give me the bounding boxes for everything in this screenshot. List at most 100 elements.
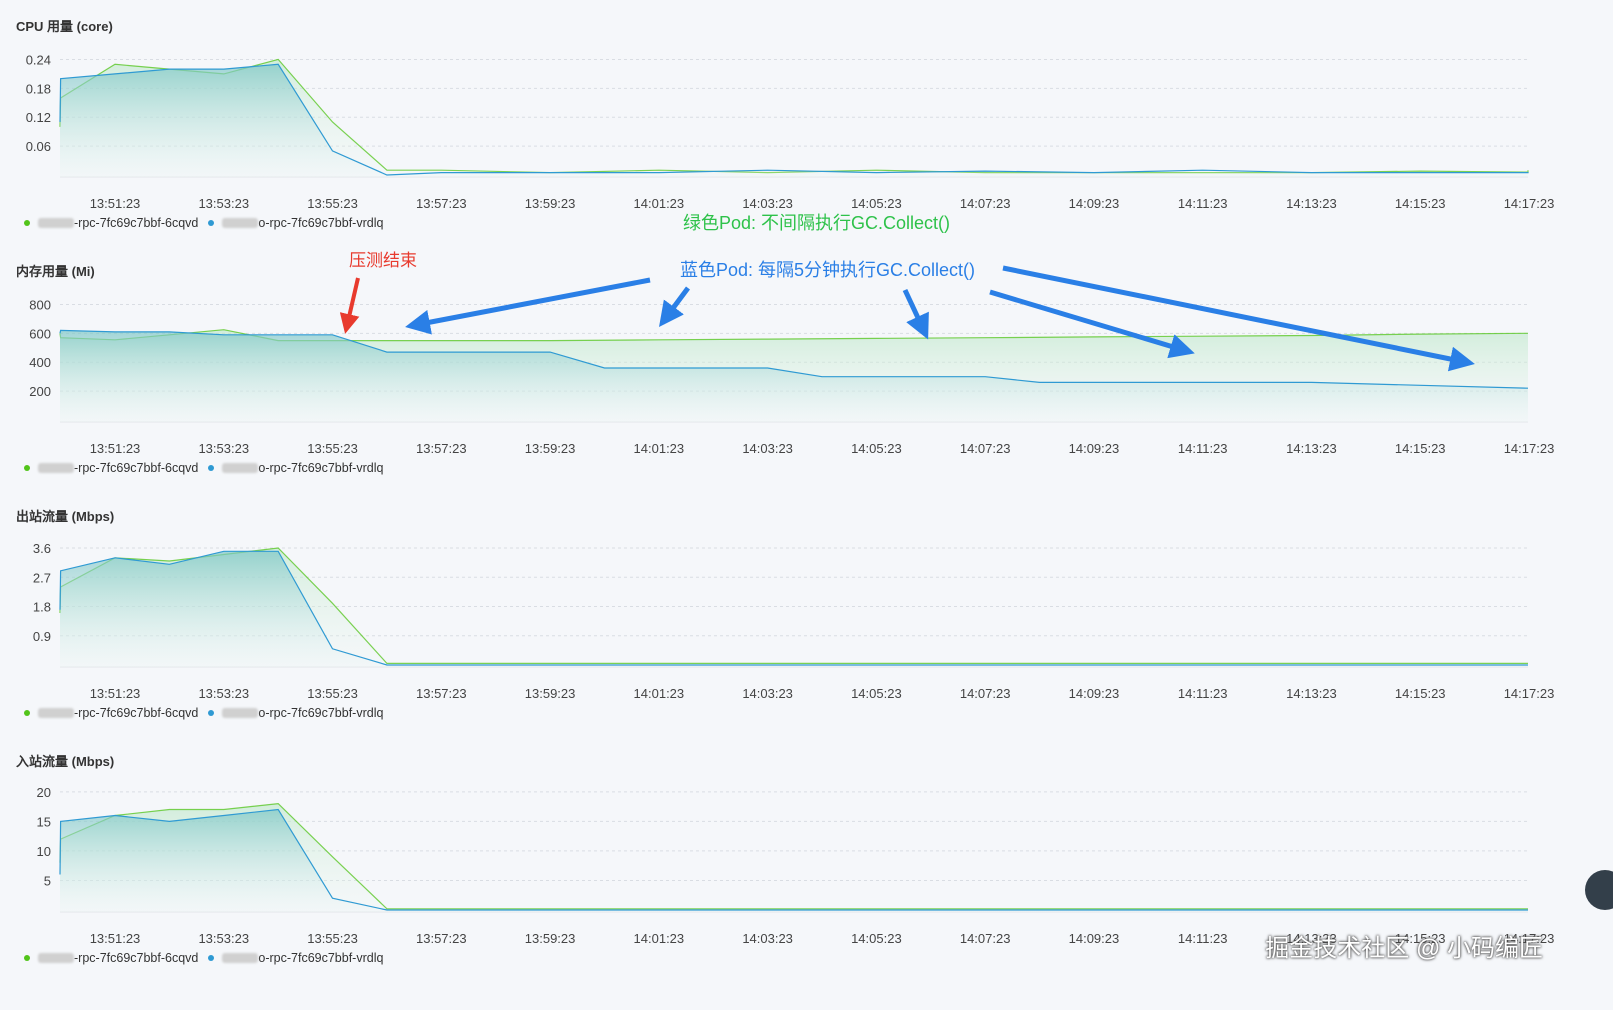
x-tick-label: 13:51:23: [90, 686, 141, 701]
x-tick-label: 13:59:23: [525, 196, 576, 211]
y-tick-label: 200: [29, 384, 51, 399]
x-tick-label: 14:05:23: [851, 196, 902, 211]
x-tick-label: 14:03:23: [742, 686, 793, 701]
legend-dot-blue: [208, 955, 215, 961]
x-tick-label: 13:55:23: [307, 196, 358, 211]
legend-label-series2: o-rpc-7fc69c7bbf-vrdlq: [258, 216, 384, 230]
series-area-2: [60, 330, 1528, 422]
legend-label-series2: o-rpc-7fc69c7bbf-vrdlq: [258, 951, 384, 965]
legend-label-series1: -rpc-7fc69c7bbf-6cqvd: [74, 216, 199, 230]
memory-chart: 800 600 400 200 13:51:23 13:53:23 13:55:23 13:5…: [29, 297, 1555, 456]
legend-outbound[interactable]: -rpc-7fc69c7bbf-6cqvd o-rpc-7fc69c7bbf-v…: [24, 706, 393, 720]
x-tick-label: 13:53:23: [198, 931, 249, 946]
x-tick-label: 13:53:23: [198, 196, 249, 211]
x-tick-label: 14:01:23: [634, 931, 685, 946]
x-tick-label: 14:13:23: [1286, 196, 1337, 211]
x-tick-label: 14:17:23: [1504, 441, 1555, 456]
legend-dot-blue: [208, 710, 215, 716]
legend-label-series2: o-rpc-7fc69c7bbf-vrdlq: [258, 706, 384, 720]
panel-title-inbound: 入站流量 (Mbps): [16, 754, 115, 769]
x-tick-label: 14:11:23: [1178, 441, 1228, 456]
y-tick-label: 0.12: [26, 110, 51, 125]
series-line-2: [59, 550, 1528, 666]
legend-inbound[interactable]: -rpc-7fc69c7bbf-6cqvd o-rpc-7fc69c7bbf-v…: [24, 951, 393, 965]
x-tick-label: 14:01:23: [634, 686, 685, 701]
x-tick-label: 14:09:23: [1069, 196, 1120, 211]
x-tick-label: 13:53:23: [198, 441, 249, 456]
x-tick-label: 14:15:23: [1395, 196, 1446, 211]
legend-dot-green: [24, 710, 30, 716]
x-tick-label: 13:59:23: [525, 686, 576, 701]
y-tick-label: 2.7: [33, 570, 51, 585]
cpu-chart: 0.24 0.18 0.12 0.06 13:51:23 13:53:23 13:55:23…: [26, 52, 1555, 211]
y-tick-label: 10: [37, 844, 51, 859]
x-tick-label: 14:13:23: [1286, 931, 1337, 946]
annotation-blue-pod: 蓝色Pod: 每隔5分钟执行GC.Collect(): [680, 260, 976, 280]
x-tick-label: 14:07:23: [960, 441, 1011, 456]
x-tick-label: 14:05:23: [851, 686, 902, 701]
series-line-1: [59, 547, 1528, 664]
panel-title-outbound: 出站流量 (Mbps): [16, 509, 115, 524]
x-tick-label: 14:15:23: [1395, 686, 1446, 701]
legend-memory[interactable]: -rpc-7fc69c7bbf-6cqvd o-rpc-7fc69c7bbf-v…: [24, 461, 393, 475]
y-tick-label: 800: [29, 297, 51, 312]
annotation-green-pod: 绿色Pod: 不间隔执行GC.Collect(): [683, 213, 951, 233]
x-tick-label: 14:13:23: [1286, 686, 1337, 701]
x-tick-label: 13:51:23: [90, 931, 141, 946]
legend-label-series1: -rpc-7fc69c7bbf-6cqvd: [74, 461, 199, 475]
x-tick-label: 14:07:23: [960, 196, 1011, 211]
y-tick-label: 15: [37, 814, 51, 829]
panel-title-cpu: CPU 用量 (core): [16, 19, 113, 34]
series-line-2: [59, 808, 1528, 911]
x-tick-label: 14:09:23: [1069, 441, 1120, 456]
floating-action-button[interactable]: [1585, 870, 1613, 910]
x-tick-label: 14:09:23: [1069, 686, 1120, 701]
y-tick-label: 20: [37, 785, 51, 800]
x-tick-label: 14:15:23: [1395, 931, 1446, 946]
series-line-1: [59, 802, 1528, 910]
y-tick-label: 0.18: [26, 81, 51, 96]
series-area-2: [60, 809, 1528, 912]
x-tick-label: 14:13:23: [1286, 441, 1337, 456]
x-tick-label: 14:11:23: [1178, 686, 1228, 701]
x-tick-label: 14:11:23: [1178, 931, 1228, 946]
x-tick-label: 14:15:23: [1395, 441, 1446, 456]
legend-cpu[interactable]: -rpc-7fc69c7bbf-6cqvd o-rpc-7fc69c7bbf-v…: [24, 216, 393, 230]
x-tick-label: 14:11:23: [1178, 196, 1228, 211]
y-tick-label: 600: [29, 326, 51, 341]
legend-dot-green: [24, 465, 30, 471]
x-tick-label: 14:03:23: [742, 931, 793, 946]
x-tick-label: 14:05:23: [851, 931, 902, 946]
legend-dot-green: [24, 955, 30, 961]
x-tick-label: 13:57:23: [416, 441, 467, 456]
x-tick-label: 13:51:23: [90, 196, 141, 211]
series-line-2: [59, 63, 1529, 176]
legend-label-series1: -rpc-7fc69c7bbf-6cqvd: [74, 951, 199, 965]
x-tick-label: 14:01:23: [634, 196, 685, 211]
watermark: 掘金技术社区 @ 小码编匠: [1265, 935, 1543, 962]
outbound-chart: 3.6 2.7 1.8 0.9 13:51:23 13:53:23 13:55:23 13:5…: [33, 541, 1555, 701]
series-area-2: [60, 551, 1528, 667]
x-tick-label: 14:17:23: [1504, 686, 1555, 701]
legend-dot-green: [24, 220, 30, 226]
inbound-chart: 20 15 10 5 13:51:23 13:53:23 13:55:23 13:57:23 1…: [37, 785, 1555, 946]
x-tick-label: 14:07:23: [960, 686, 1011, 701]
x-tick-label: 13:53:23: [198, 686, 249, 701]
annotation-test-end: 压测结束: [349, 251, 417, 270]
y-tick-label: 0.9: [33, 629, 51, 644]
y-tick-label: 1.8: [33, 600, 51, 615]
y-tick-label: 0.24: [26, 52, 51, 67]
x-tick-label: 13:55:23: [307, 686, 358, 701]
y-tick-label: 400: [29, 355, 51, 370]
panel-title-memory: 内存用量 (Mi): [16, 264, 95, 279]
x-tick-label: 14:17:23: [1504, 931, 1555, 946]
x-tick-label: 14:03:23: [742, 196, 793, 211]
x-tick-label: 14:01:23: [634, 441, 685, 456]
x-tick-label: 13:59:23: [525, 441, 576, 456]
legend-dot-blue: [208, 465, 215, 471]
x-tick-label: 13:57:23: [416, 196, 467, 211]
legend-label-series2: o-rpc-7fc69c7bbf-vrdlq: [258, 461, 384, 475]
x-tick-label: 14:03:23: [742, 441, 793, 456]
y-tick-label: 3.6: [33, 541, 51, 556]
y-tick-label: 5: [44, 873, 51, 888]
